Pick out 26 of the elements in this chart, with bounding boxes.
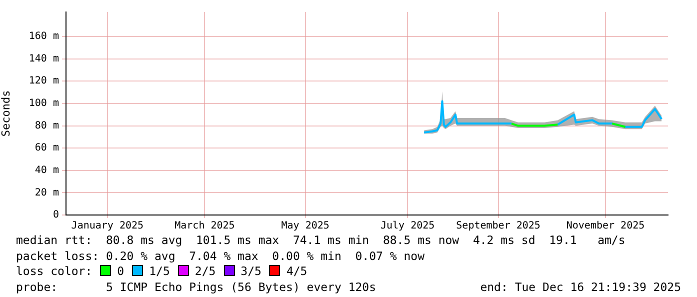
y-tick-label: 100 m [28, 98, 59, 110]
legend-label: 2/5 [194, 264, 216, 278]
legend-title: loss color: [16, 264, 92, 278]
y-tick-label: 80 m [34, 120, 59, 132]
legend-label: 3/5 [240, 264, 262, 278]
y-tick-label: 160 m [28, 31, 59, 42]
text: packet loss: 0.20 % avg 7.04 % max 0.00 % min 0.07 % now [16, 248, 426, 264]
y-tick-label: 140 m [28, 53, 59, 64]
x-tick-label: November 2025 [566, 220, 645, 232]
text: median rtt: 80.8 ms avg 101.5 ms max 74.1 ms min 88.5 ms now 4.2 ms sd 19.1 am/s [16, 233, 626, 248]
y-tick-label: 120 m [28, 76, 59, 87]
y-tick-label: 40 m [34, 164, 59, 176]
x-tick-label: March 2025 [174, 220, 235, 232]
legend-label: 0 [117, 264, 124, 278]
x-tick-label: July 2025 [380, 220, 435, 232]
x-tick-label: May 2025 [281, 220, 330, 232]
y-axis-title: Seconds [0, 90, 12, 137]
text: end: Tue Dec 16 21:19:39 2025 [480, 280, 681, 295]
x-tick-label: September 2025 [456, 220, 540, 232]
x-tick-label: January 2025 [71, 220, 144, 232]
y-tick-label: 20 m [34, 187, 59, 198]
y-tick-label: 0 [52, 210, 59, 221]
y-tick-label: 60 m [34, 142, 59, 154]
legend-label: 1/5 [149, 264, 170, 278]
legend-label: 4/5 [286, 264, 308, 278]
text: probe: 5 ICMP Echo Pings (56 Bytes) every 120s [16, 280, 376, 294]
